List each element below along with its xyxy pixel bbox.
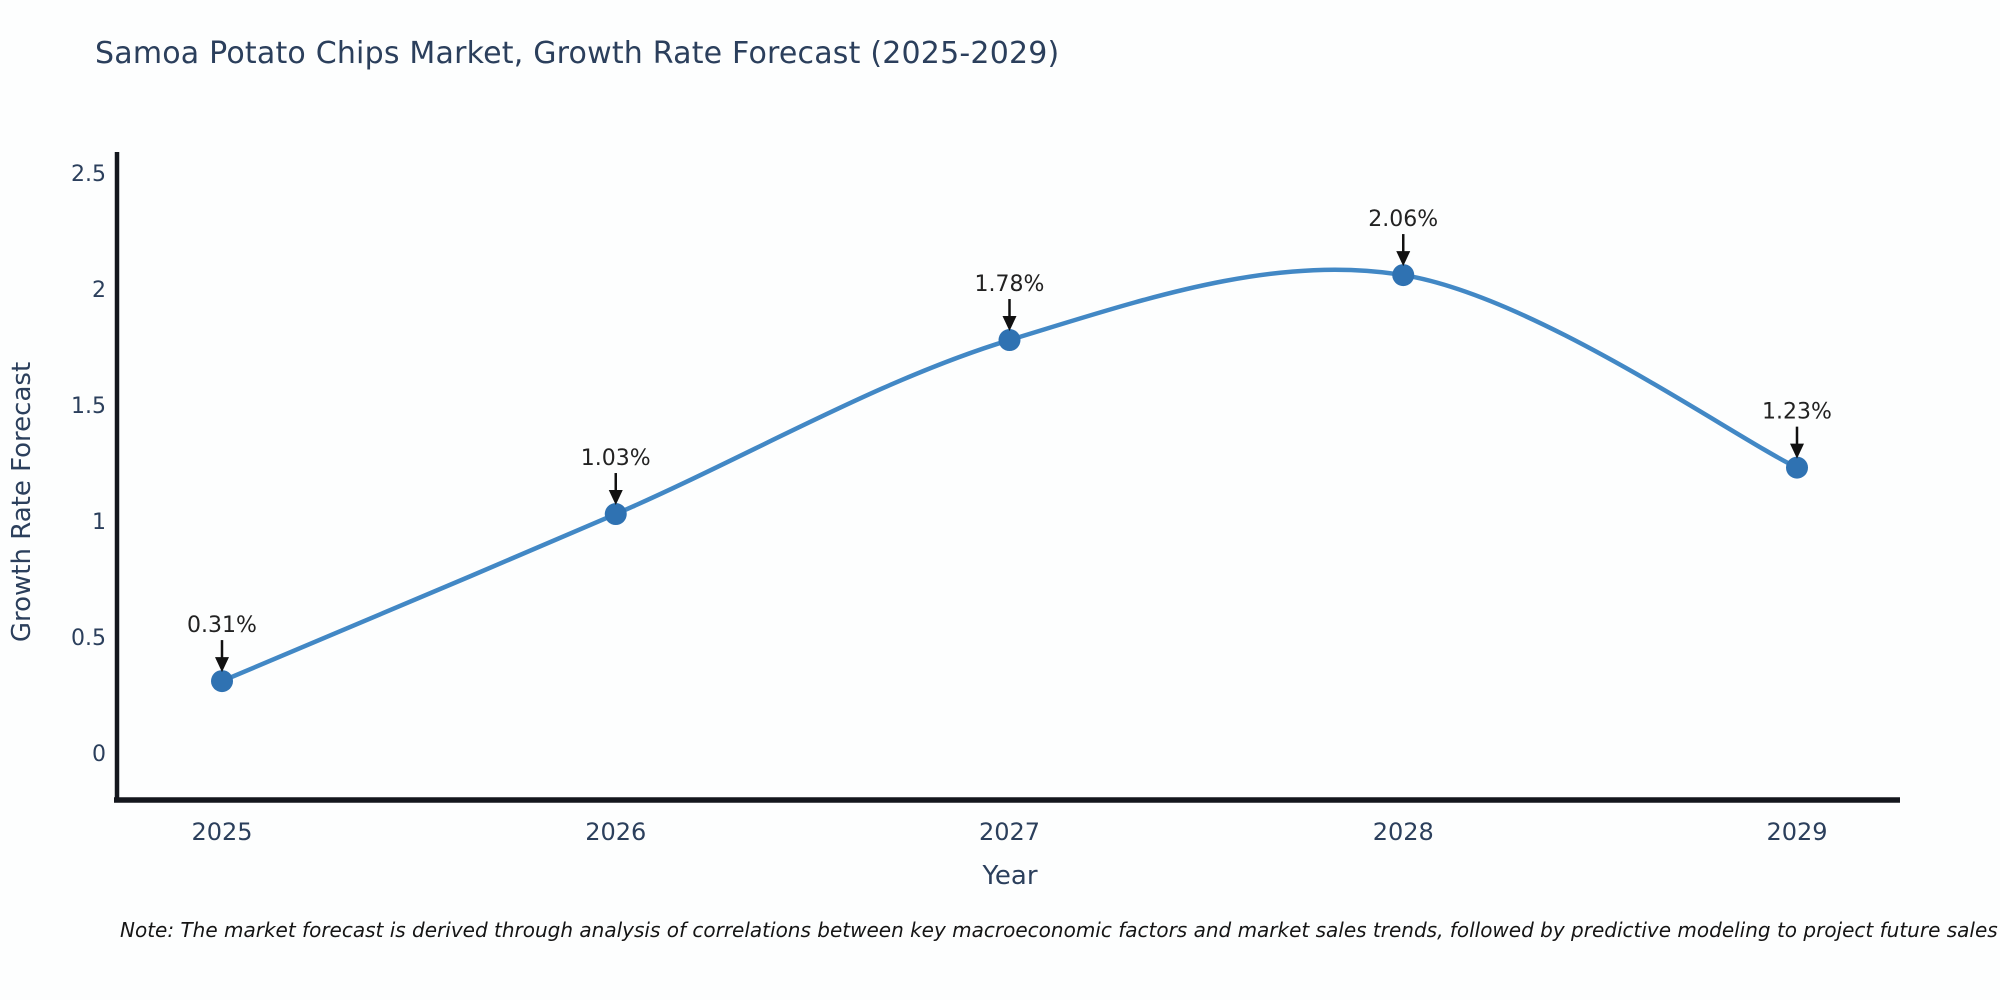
annotation-arrow-head	[1002, 316, 1017, 332]
y-tick-label: 0	[92, 742, 106, 767]
data-point-2028[interactable]	[1392, 264, 1415, 287]
data-point-2029[interactable]	[1786, 456, 1808, 479]
data-label: 1.78%	[975, 272, 1045, 297]
data-label: 2.06%	[1368, 207, 1438, 232]
y-tick-label: 1.5	[71, 394, 106, 419]
data-label: 0.31%	[187, 613, 257, 638]
y-tick-label: 2.5	[71, 162, 106, 187]
data-label: 1.23%	[1762, 400, 1832, 425]
x-tick-label: 2025	[191, 818, 252, 846]
y-axis-title: Growth Rate Forecast	[7, 362, 37, 642]
chart-title: Samoa Potato Chips Market, Growth Rate F…	[95, 36, 1060, 71]
data-label: 1.03%	[581, 446, 651, 471]
footnote: Note: The market forecast is derived thr…	[120, 918, 1998, 942]
y-tick-label: 2	[92, 278, 106, 303]
x-tick-label: 2029	[1766, 818, 1827, 846]
data-point-2025[interactable]	[211, 670, 233, 693]
annotation-arrow-head	[1396, 251, 1411, 267]
x-tick-label: 2027	[979, 818, 1040, 846]
x-tick-label: 2026	[585, 818, 646, 846]
x-tick-label: 2028	[1373, 818, 1434, 846]
annotation-arrow-head	[1790, 443, 1804, 459]
annotation-arrow-head	[608, 490, 623, 506]
annotation-arrow-head	[215, 657, 229, 673]
y-tick-label: 1	[92, 510, 106, 535]
x-axis-title: Year	[981, 861, 1037, 891]
data-point-2027[interactable]	[998, 329, 1021, 352]
y-tick-label: 0.5	[71, 626, 106, 651]
data-point-2026[interactable]	[604, 503, 627, 526]
